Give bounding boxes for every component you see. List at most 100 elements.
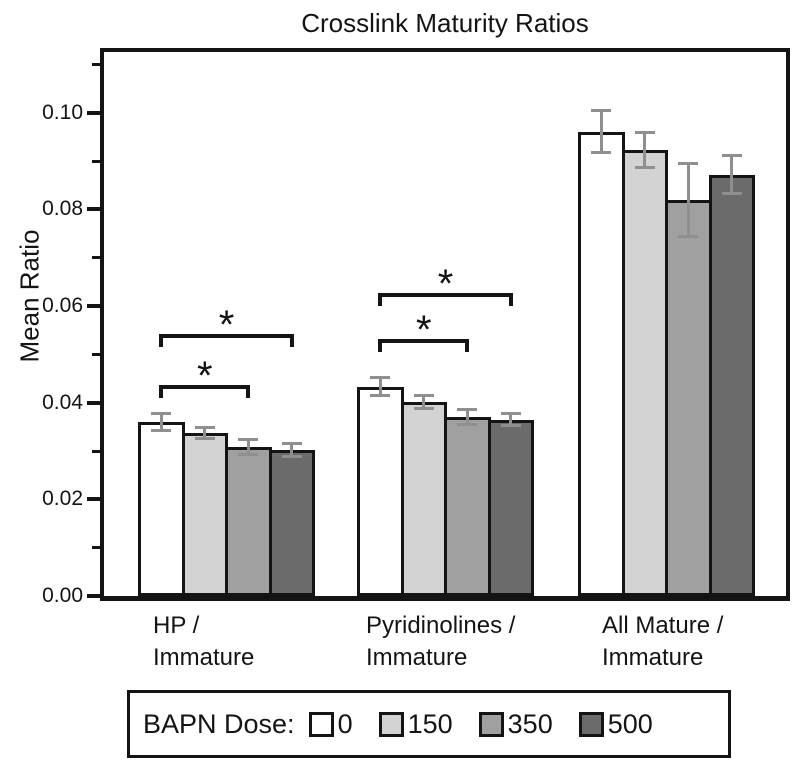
y-tick-label: 0.10	[42, 100, 83, 124]
bar-all-dose-150	[621, 150, 668, 596]
y-tick-label: 0.06	[42, 294, 83, 318]
error-bar-cap	[370, 394, 391, 398]
bar-pyridinolines-dose-0	[357, 386, 404, 596]
y-major-tick	[87, 497, 100, 502]
significance-bracket-end	[465, 338, 470, 352]
y-major-tick	[87, 110, 100, 115]
error-bar-cap	[721, 154, 742, 158]
error-bar-cap	[678, 162, 699, 166]
y-tick-label: 0.02	[42, 487, 83, 511]
bar-hp-dose-0	[138, 422, 185, 596]
error-bar-cap	[281, 441, 302, 445]
error-bar-cap	[370, 376, 391, 380]
y-minor-tick	[92, 256, 100, 260]
legend-entry-label: 500	[607, 708, 653, 739]
significance-bracket-end	[508, 293, 513, 307]
error-bar-stem	[378, 377, 382, 396]
error-bar-stem	[509, 413, 513, 426]
significance-bracket	[378, 338, 470, 343]
legend-swatch	[578, 711, 604, 737]
error-bar-stem	[203, 427, 207, 439]
significance-bracket-end	[378, 293, 383, 307]
y-minor-tick	[92, 63, 100, 67]
legend-swatch	[478, 711, 504, 737]
error-bar-cap	[500, 412, 521, 416]
error-bar-cap	[238, 437, 259, 441]
error-bar-cap	[151, 412, 172, 416]
legend-title: BAPN Dose:	[143, 708, 295, 739]
error-bar-cap	[194, 425, 215, 429]
error-bar-cap	[281, 455, 302, 459]
legend-entry: 150	[378, 708, 453, 740]
legend-swatch	[378, 711, 404, 737]
y-major-tick	[87, 594, 100, 598]
significance-star: *	[437, 262, 454, 307]
legend-entry: 0	[308, 708, 353, 740]
error-bar-cap	[413, 394, 434, 397]
legend-entry: 350	[478, 708, 553, 740]
x-category-label: All Mature / Immature	[602, 612, 724, 671]
chart-title: Crosslink Maturity Ratios	[301, 8, 589, 38]
significance-star: *	[415, 307, 432, 352]
y-major-tick	[87, 304, 100, 309]
error-bar-cap	[591, 151, 612, 155]
error-bar-cap	[151, 428, 172, 432]
error-bar-cap	[194, 437, 215, 441]
significance-bracket-end	[159, 334, 164, 348]
y-tick-label: 0.08	[42, 197, 83, 221]
error-bar-stem	[465, 409, 469, 424]
significance-bracket-end	[246, 384, 251, 398]
legend-entry: 500	[578, 708, 653, 740]
error-bar-stem	[730, 155, 734, 194]
significance-bracket-end	[378, 338, 383, 352]
bar-all-dose-500	[708, 174, 755, 596]
plot-area: * * * *	[100, 48, 790, 601]
error-bar-stem	[599, 110, 603, 153]
significance-bracket	[159, 384, 251, 389]
error-bar-cap	[591, 108, 612, 112]
y-major-tick	[87, 400, 100, 405]
error-bar-stem	[159, 413, 163, 431]
legend-swatch	[308, 711, 334, 737]
bar-hp-dose-150	[181, 433, 228, 596]
significance-bracket	[159, 334, 294, 339]
legend-entry-label: 350	[507, 708, 553, 739]
error-bar-cap	[678, 234, 699, 238]
legend: BAPN Dose: 0 150 350 500	[127, 690, 731, 758]
y-major-tick	[87, 207, 100, 212]
y-minor-tick	[92, 159, 100, 163]
error-bar-cap	[457, 408, 478, 411]
error-bar-cap	[500, 423, 521, 427]
error-bar-stem	[422, 395, 426, 409]
bar-all-dose-0	[578, 131, 625, 596]
bar-all-dose-350	[665, 199, 712, 596]
error-bar-cap	[634, 131, 655, 135]
y-minor-tick	[92, 352, 100, 356]
legend-entry-label: 0	[337, 708, 353, 739]
y-minor-tick	[92, 546, 100, 550]
significance-bracket-end	[289, 334, 294, 348]
x-category-label: HP / Immature	[153, 612, 255, 671]
y-tick-label: 0.04	[42, 390, 83, 414]
error-bar-stem	[290, 443, 294, 457]
error-bar-cap	[721, 192, 742, 196]
legend-entry-label: 150	[407, 708, 453, 739]
y-minor-tick	[92, 449, 100, 453]
bar-pyridinolines-dose-500	[487, 419, 534, 596]
legend-entries: 0 150 350 500	[295, 709, 653, 740]
bar-hp-dose-350	[225, 447, 272, 596]
significance-bracket	[378, 293, 513, 298]
bar-pyridinolines-dose-150	[400, 401, 447, 596]
significance-star: *	[218, 303, 235, 348]
error-bar-stem	[246, 439, 250, 455]
error-bar-stem	[643, 132, 647, 168]
error-bar-cap	[413, 406, 434, 410]
error-bar-cap	[238, 453, 259, 457]
x-category-label: Pyridinolines / Immature	[366, 612, 516, 671]
significance-bracket-end	[159, 384, 164, 398]
significance-star: *	[196, 353, 213, 398]
error-bar-cap	[634, 165, 655, 169]
bar-hp-dose-500	[268, 450, 315, 596]
bar-pyridinolines-dose-350	[444, 416, 491, 596]
